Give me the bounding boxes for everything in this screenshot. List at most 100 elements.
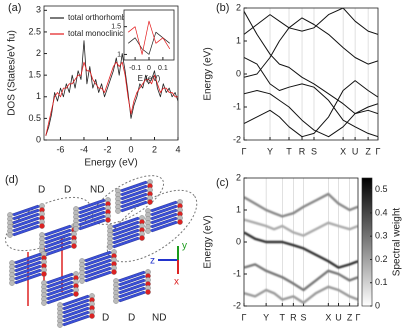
unit-stack <box>7 203 45 238</box>
series-line <box>244 285 358 304</box>
y-axis-label: Energy (eV) <box>203 47 214 100</box>
colorbar-tick-label: 0.5 <box>375 184 388 194</box>
panel-label: (b) <box>216 2 229 14</box>
plot-frame <box>243 7 379 141</box>
series-group <box>45 40 178 136</box>
x-tick-label: Γ <box>242 312 247 322</box>
x-tick-label: X <box>325 312 331 322</box>
x-tick-label: Z <box>365 146 371 156</box>
x-tick-label: S <box>311 146 317 156</box>
colorbar-tick-label: 0.1 <box>375 277 388 287</box>
x-tick-label: S <box>301 312 307 322</box>
x-axis-label: Energy (eV) <box>84 158 137 169</box>
y-tick-label: 3 <box>36 5 41 15</box>
x-tick-label: Y <box>263 312 269 322</box>
crystal-diagram <box>4 175 198 328</box>
legend-label: total monoclinic <box>68 29 123 38</box>
plot-area <box>244 8 378 140</box>
axis-label: z <box>150 256 155 267</box>
x-tick-label: Y <box>267 146 273 156</box>
series-line <box>244 218 358 237</box>
x-tick-label: -4 <box>80 144 88 154</box>
x-tick-label: -0.1 <box>129 65 141 72</box>
series-line <box>45 61 178 136</box>
dimer-label: ND <box>152 313 166 324</box>
panel-label: (a) <box>8 2 21 14</box>
unit-stack <box>113 269 151 304</box>
y-tick-label: 1 <box>236 35 241 45</box>
colorbar-tick-label: 0.2 <box>375 254 388 264</box>
colorbar-tick-label: 0 <box>375 300 380 310</box>
axis-label: y <box>182 241 187 252</box>
y-tick-label: 2 <box>36 48 41 58</box>
y-tick-label: 0 <box>236 236 241 246</box>
series-group <box>244 8 378 138</box>
series-line <box>244 8 378 35</box>
series-line <box>244 231 358 269</box>
plot-area <box>124 10 174 60</box>
y-tick-label: 1.5 <box>28 70 41 80</box>
series-line <box>244 17 378 78</box>
series-line <box>244 90 378 138</box>
axis-label: x <box>174 277 179 288</box>
series-line <box>244 192 358 218</box>
plot-frame <box>243 177 359 307</box>
dimer-label: D <box>64 185 71 196</box>
dimer-ellipse <box>91 175 165 225</box>
series-line <box>244 263 358 292</box>
y-tick-label: 2 <box>236 2 241 12</box>
x-tick-label: U <box>335 312 342 322</box>
y-axis-label: DOS (States/eV fu) <box>7 30 18 116</box>
x-tick-label: T <box>280 312 286 322</box>
y-tick-label: -2 <box>233 300 241 310</box>
unit-stack <box>73 197 111 232</box>
y-tick-label: 1 <box>36 91 41 101</box>
y-tick-label: -1 <box>233 268 241 278</box>
x-tick-label: -6 <box>56 144 64 154</box>
panel-label: (c) <box>216 177 229 189</box>
y-tick-label: 1.5 <box>111 24 121 31</box>
unit-stack <box>79 249 117 284</box>
dimer-label: D <box>38 185 45 196</box>
x-tick-label: 4 <box>175 144 180 154</box>
legend-label: total orthorhombic <box>68 13 132 22</box>
x-tick-label: Γ <box>376 146 381 156</box>
dimer-label: ND <box>90 185 104 196</box>
x-tick-label: Γ <box>356 312 361 322</box>
x-tick-label: 2 <box>152 144 157 154</box>
x-tick-label: 0 <box>128 144 133 154</box>
series-line <box>244 80 378 138</box>
x-tick-label: X <box>340 146 346 156</box>
x-tick-label: R <box>290 312 297 322</box>
plot-area <box>244 178 358 306</box>
x-tick-label: Z <box>347 312 353 322</box>
x-tick-label: U <box>352 146 359 156</box>
x-axis-label: E (eV) <box>138 74 161 83</box>
dimer-label: D <box>102 313 109 324</box>
y-tick-label: -2 <box>233 134 241 144</box>
plot-frame <box>123 9 175 61</box>
y-tick-label: 0 <box>36 134 41 144</box>
x-tick-label: 0 <box>147 65 151 72</box>
series-line <box>244 57 378 138</box>
y-tick-label: 1 <box>236 204 241 214</box>
colorbar <box>361 177 373 307</box>
series-line <box>244 11 378 115</box>
y-tick-label: 1 <box>117 51 121 58</box>
plot-frame <box>43 5 179 141</box>
x-tick-label: Γ <box>242 146 247 156</box>
x-tick-label: T <box>286 146 292 156</box>
panel-label: (d) <box>5 174 18 186</box>
y-tick-label: 2.5 <box>28 26 41 36</box>
series-line <box>127 20 171 55</box>
x-tick-label: R <box>299 146 306 156</box>
series-group <box>244 192 358 304</box>
dimer-label: D <box>128 313 135 324</box>
y-tick-label: 2 <box>236 172 241 182</box>
colorbar-tick-label: 0.4 <box>375 207 388 217</box>
colorbar-label: Spectral weight <box>392 208 403 277</box>
y-tick-label: -1 <box>233 101 241 111</box>
y-tick-label: 0 <box>236 68 241 78</box>
series-group <box>127 20 171 55</box>
